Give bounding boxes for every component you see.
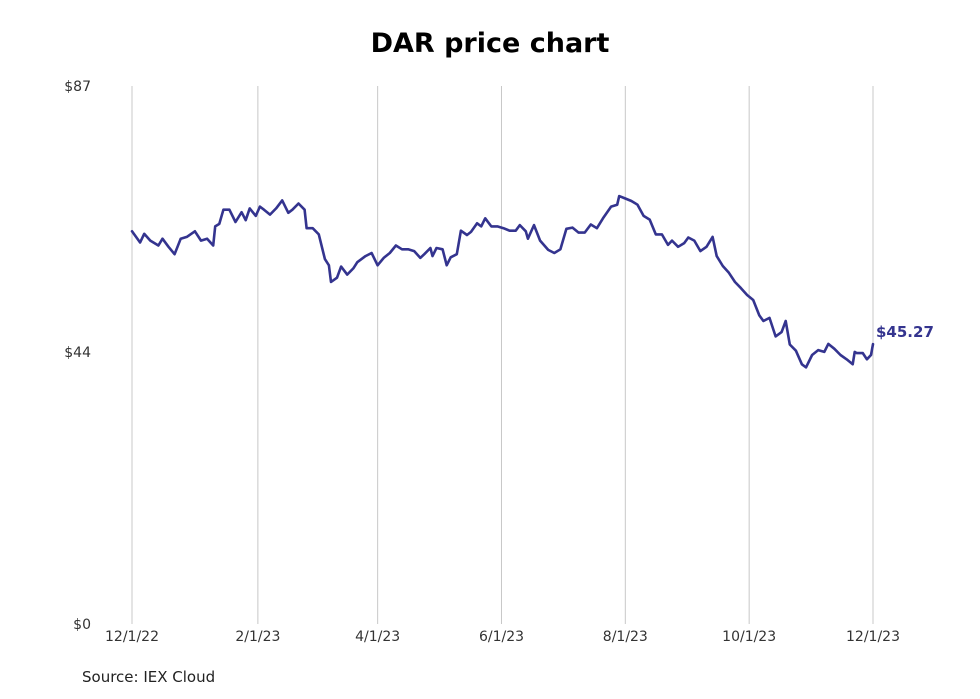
price-line <box>130 194 875 369</box>
y-axis-ticks: $87 $44 $0 <box>64 79 91 633</box>
y-tick-label: $0 <box>73 617 91 633</box>
y-tick-label: $87 <box>64 79 91 95</box>
x-tick-label: 10/1/23 <box>722 629 776 645</box>
gridlines <box>131 86 874 624</box>
end-value-label-group: $45.27 <box>876 323 934 341</box>
y-tick-label: $44 <box>64 345 91 361</box>
price-series <box>130 194 875 369</box>
x-tick-label: 2/1/23 <box>235 629 280 645</box>
x-tick-label: 8/1/23 <box>603 629 648 645</box>
x-tick-label: 12/1/23 <box>846 629 900 645</box>
x-tick-label: 4/1/23 <box>355 629 400 645</box>
last-value-label: $45.27 <box>876 323 934 341</box>
source-note: Source: IEX Cloud <box>82 668 216 686</box>
x-tick-label: 12/1/22 <box>105 629 159 645</box>
x-tick-label: 6/1/23 <box>479 629 524 645</box>
x-axis-ticks: 12/1/22 2/1/23 4/1/23 6/1/23 8/1/23 10/1/23 12… <box>105 629 900 645</box>
chart-title: DAR price chart <box>370 28 610 59</box>
